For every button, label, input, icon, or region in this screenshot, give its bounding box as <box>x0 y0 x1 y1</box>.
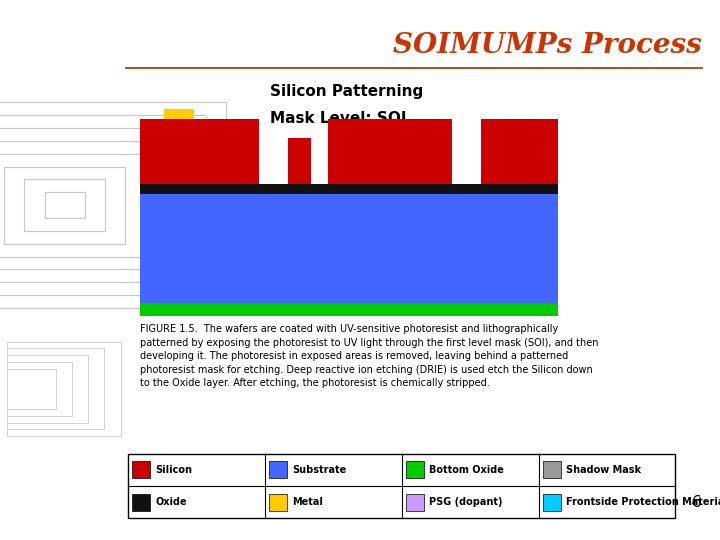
Bar <box>24 179 105 231</box>
Bar <box>140 303 558 316</box>
Bar <box>0 115 206 295</box>
Text: Substrate: Substrate <box>292 465 346 475</box>
Bar <box>4 167 125 244</box>
Bar <box>269 494 287 511</box>
Bar <box>543 461 561 478</box>
Bar <box>140 119 259 184</box>
Bar <box>164 109 194 119</box>
Bar <box>269 461 287 478</box>
Text: Shadow Mask: Shadow Mask <box>566 465 641 475</box>
Bar <box>7 362 72 416</box>
Bar <box>288 138 311 184</box>
Bar <box>7 368 56 409</box>
Bar <box>7 348 104 429</box>
Bar <box>481 119 558 184</box>
Bar <box>7 341 121 436</box>
Bar <box>128 454 675 518</box>
Bar <box>0 128 186 282</box>
Text: Frontside Protection Material: Frontside Protection Material <box>566 497 720 507</box>
Bar <box>0 103 226 308</box>
Text: 6: 6 <box>692 495 702 510</box>
Text: Silicon Patterning: Silicon Patterning <box>270 84 423 99</box>
Text: SOIMUMPs Process: SOIMUMPs Process <box>393 32 702 59</box>
Bar <box>132 461 150 478</box>
Bar <box>543 494 561 511</box>
Bar <box>140 194 558 303</box>
Text: Mask Level: SOI: Mask Level: SOI <box>270 111 407 126</box>
Text: Oxide: Oxide <box>156 497 187 507</box>
Bar <box>45 192 85 218</box>
Bar <box>140 184 558 194</box>
Text: Bottom Oxide: Bottom Oxide <box>429 465 504 475</box>
Bar <box>328 119 452 184</box>
Bar <box>406 494 424 511</box>
Text: Silicon: Silicon <box>156 465 192 475</box>
Text: PSG (dopant): PSG (dopant) <box>429 497 503 507</box>
Text: FIGURE 1.5.  The wafers are coated with UV-sensitive photoresist and lithographi: FIGURE 1.5. The wafers are coated with U… <box>140 324 599 388</box>
Bar <box>7 355 89 422</box>
Bar <box>132 494 150 511</box>
Text: Metal: Metal <box>292 497 323 507</box>
Bar <box>406 461 424 478</box>
Bar <box>0 154 145 256</box>
Bar <box>0 141 166 269</box>
